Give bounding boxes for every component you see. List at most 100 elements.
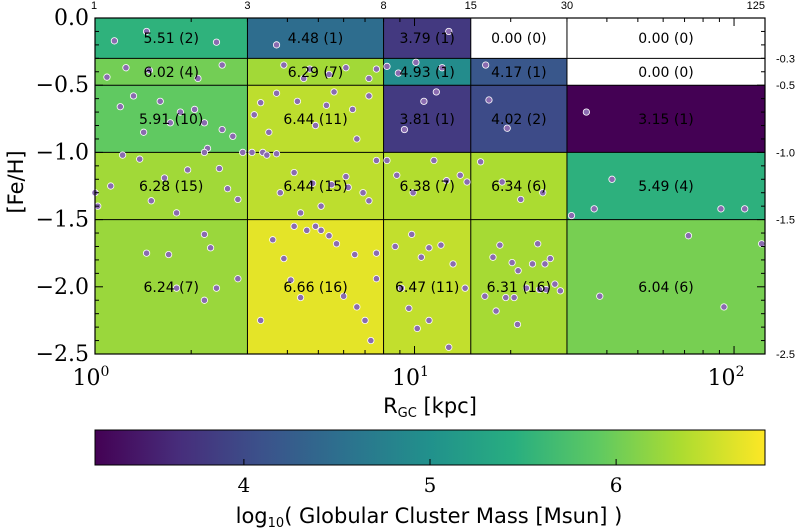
heatmap-cell <box>247 152 384 220</box>
cluster-point <box>340 292 348 300</box>
cluster-point <box>400 125 409 134</box>
x-tick-exp: 1 <box>420 364 429 380</box>
cluster-point <box>353 135 361 143</box>
cluster-point <box>498 178 506 186</box>
x-bin-edge-label: 30 <box>561 0 573 12</box>
y-tick-label: −2.0 <box>36 275 89 300</box>
cluster-point <box>397 284 406 292</box>
cluster-point <box>517 195 525 204</box>
cluster-point <box>463 178 471 186</box>
cluster-point <box>303 226 311 234</box>
cluster-point <box>539 189 547 197</box>
heatmap-cell <box>383 18 471 59</box>
cluster-point <box>489 253 497 261</box>
x-axis-title-unit: [kpc] <box>417 394 477 418</box>
cluster-point <box>142 27 151 36</box>
cluster-point <box>116 103 124 111</box>
cluster-point <box>567 211 576 220</box>
cluster-point <box>372 156 381 165</box>
cluster-point <box>296 293 305 302</box>
heatmap-cell <box>566 58 765 86</box>
cell-label: 6.44 (15) <box>283 179 347 195</box>
heatmap-cell <box>95 152 248 220</box>
cluster-point <box>212 284 221 292</box>
cluster-point <box>239 148 247 156</box>
x-bin-edge-labels: 1 3 8 15 30 125 <box>91 0 765 12</box>
cluster-point <box>140 128 148 136</box>
cluster-point <box>332 240 341 248</box>
cluster-point <box>367 336 375 345</box>
cell-label: 3.81 (1) <box>399 112 454 128</box>
cluster-point <box>391 242 399 251</box>
x-bin-edge-label: 8 <box>380 0 386 12</box>
cluster-point <box>156 97 164 105</box>
y-axis-title: [Fe/H] <box>4 150 28 213</box>
cluster-point <box>172 284 181 292</box>
cluster-point <box>556 287 564 295</box>
heatmap-cell <box>95 219 248 354</box>
cluster-point <box>445 27 453 36</box>
cell-label: 4.02 (2) <box>491 112 546 128</box>
cluster-point <box>420 97 428 105</box>
cluster-point <box>365 197 373 205</box>
x-tick-base: 10 <box>73 366 101 391</box>
colorbar-tick-label: 6 <box>610 473 623 497</box>
cluster-point <box>317 202 325 210</box>
cluster-point <box>218 125 226 134</box>
cluster-point <box>344 183 352 191</box>
x-tick-label: 101 <box>392 364 429 391</box>
cluster-point <box>290 168 298 177</box>
heatmap-cell <box>470 85 567 153</box>
x-tick-label: 100 <box>73 364 110 391</box>
heatmap-cell <box>566 219 765 354</box>
cell-label: 4.17 (1) <box>491 65 546 81</box>
cluster-point <box>311 121 320 130</box>
x-bin-edge-label: 3 <box>244 0 250 12</box>
cell-label: 5.51 (2) <box>143 31 198 47</box>
cluster-point <box>741 205 749 213</box>
cluster-point <box>409 189 417 197</box>
cluster-point <box>234 195 242 204</box>
cluster-point <box>136 155 144 163</box>
cell-label: 0.00 (0) <box>491 31 546 47</box>
cluster-point <box>212 38 221 46</box>
cluster-point <box>265 128 273 136</box>
cluster-point <box>110 37 118 45</box>
cell-label: 6.47 (11) <box>395 280 459 296</box>
cluster-point <box>383 156 391 165</box>
cluster-point <box>145 66 154 75</box>
cell-label: 5.91 (10) <box>139 112 203 128</box>
cluster-point <box>456 171 464 179</box>
cluster-point <box>348 105 357 113</box>
cluster-point <box>342 64 350 72</box>
cluster-point <box>522 284 531 292</box>
cluster-point <box>215 164 223 173</box>
cluster-point <box>325 232 333 240</box>
cluster-point <box>394 69 402 77</box>
cluster-point <box>166 119 174 127</box>
plot-frame <box>94 17 766 355</box>
cluster-point <box>608 175 616 183</box>
x-bin-edge-label: 125 <box>747 0 765 12</box>
y-tick-label: −2.5 <box>36 342 89 367</box>
heatmap-cell <box>566 85 765 153</box>
cluster-point <box>129 92 138 100</box>
cluster-point <box>438 64 446 72</box>
cluster-point <box>408 230 416 238</box>
cluster-point <box>372 249 381 257</box>
cluster-point <box>383 62 391 70</box>
y-bin-edge-labels: -0.3 -0.5 -1.0 -1.5 -2.5 <box>776 53 795 361</box>
x-axis-title-main: R <box>383 394 398 418</box>
cluster-point <box>263 151 271 159</box>
cell-label: 5.49 (4) <box>638 179 693 195</box>
cluster-point <box>417 253 425 261</box>
cluster-point <box>327 181 336 189</box>
colorbar-ticks: 4 5 6 <box>238 459 623 497</box>
cluster-point <box>461 284 469 292</box>
x-tick-labels: 100 101 102 <box>73 364 745 391</box>
cluster-point <box>272 41 281 49</box>
cluster-point <box>534 240 542 248</box>
cluster-point <box>405 304 413 312</box>
cluster-point <box>503 124 511 132</box>
